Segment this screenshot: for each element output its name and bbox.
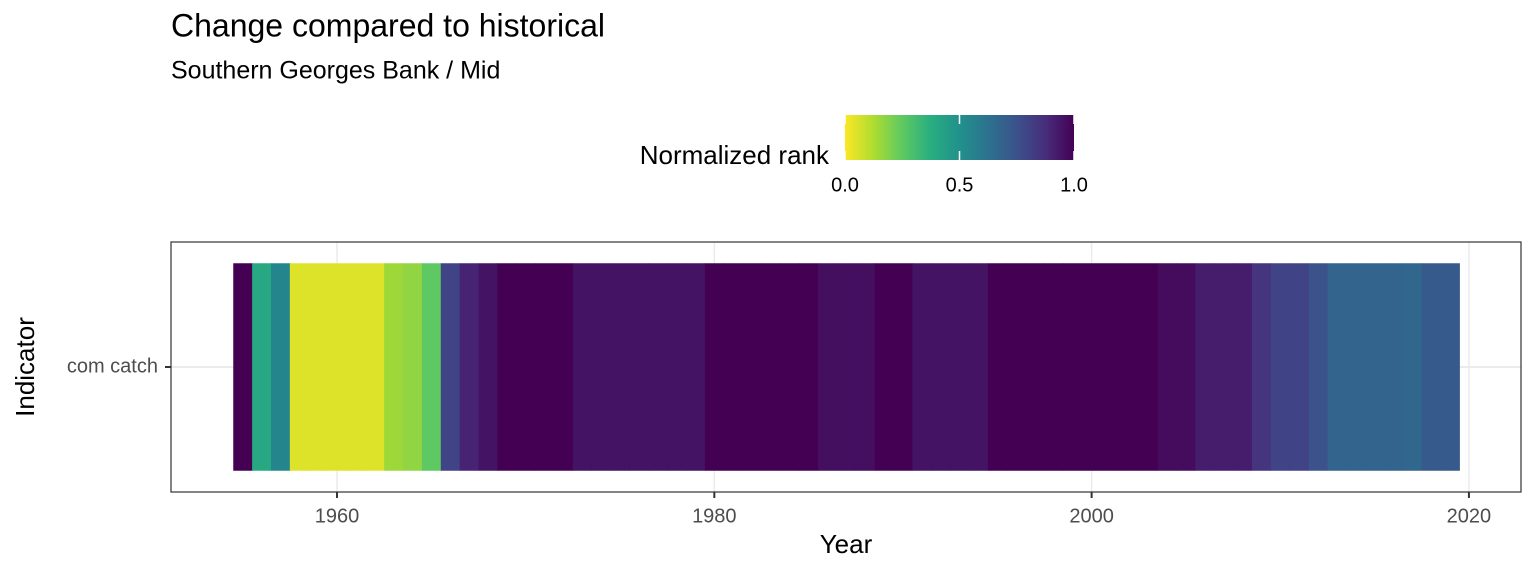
heat-tile xyxy=(723,263,744,471)
heat-tile xyxy=(1402,263,1423,471)
heat-tile xyxy=(761,263,781,471)
heat-tile xyxy=(1308,263,1328,471)
heat-tile xyxy=(1440,263,1460,471)
heat-tile xyxy=(1006,263,1026,471)
heat-tile xyxy=(289,263,310,471)
heat-tile xyxy=(1044,263,1064,471)
chart-title: Change compared to historical xyxy=(171,7,605,43)
heat-tile xyxy=(1270,263,1291,471)
heat-tile xyxy=(1063,263,1083,471)
heat-tile xyxy=(1384,263,1404,471)
heat-tile xyxy=(1195,263,1215,471)
heat-tile xyxy=(1157,263,1177,471)
heat-tile xyxy=(799,263,819,471)
heat-tile xyxy=(1327,263,1347,471)
heat-tile xyxy=(987,263,1008,471)
heat-tile xyxy=(346,263,366,471)
heat-tile xyxy=(591,263,611,471)
heat-tile xyxy=(478,263,498,471)
heat-tile xyxy=(629,263,649,471)
colorbar-tick-label: 1.0 xyxy=(1060,174,1088,196)
heat-tile xyxy=(233,263,253,471)
heat-tile xyxy=(931,263,951,471)
heat-tile xyxy=(704,263,725,471)
y-axis-label: Indicator xyxy=(10,317,40,417)
x-tick-label: 2020 xyxy=(1447,505,1492,527)
x-axis-label: Year xyxy=(820,529,873,559)
heat-tile xyxy=(610,263,630,471)
x-tick-label: 1960 xyxy=(315,505,360,527)
heat-tile xyxy=(327,263,347,471)
heat-tile xyxy=(648,263,668,471)
heat-tile xyxy=(459,263,479,471)
colorbar-tick-label: 0.0 xyxy=(831,174,859,196)
heat-tile xyxy=(1214,263,1234,471)
heat-tile xyxy=(516,263,536,471)
heat-tile xyxy=(1251,263,1272,471)
y-tick-label: com catch xyxy=(67,355,158,377)
heat-tile xyxy=(855,263,876,471)
heat-tile xyxy=(1289,263,1309,471)
heat-tile xyxy=(1233,263,1253,471)
heat-tile xyxy=(874,263,894,471)
heat-tile xyxy=(497,263,517,471)
heat-tile xyxy=(836,263,857,471)
heat-tile xyxy=(572,263,593,471)
panel-border xyxy=(170,241,1522,493)
heat-tile xyxy=(969,263,989,471)
heat-tile xyxy=(912,263,932,471)
heat-tile xyxy=(742,263,762,471)
heat-tile xyxy=(950,263,970,471)
heat-tile xyxy=(1346,263,1366,471)
heat-tile xyxy=(780,263,800,471)
heat-tile xyxy=(1119,263,1140,471)
heat-tile xyxy=(252,263,272,471)
heat-tile xyxy=(270,263,291,471)
x-tick-label: 1980 xyxy=(692,505,737,527)
heat-tile xyxy=(308,263,328,471)
x-tick-label: 2000 xyxy=(1069,505,1114,527)
legend-title: Normalized rank xyxy=(640,140,830,170)
heat-tile xyxy=(667,263,687,471)
heat-tile xyxy=(1421,263,1442,471)
colorbar-tick-label: 0.5 xyxy=(946,174,974,196)
heat-tile xyxy=(1082,263,1102,471)
heat-tile xyxy=(893,263,913,471)
heat-tile xyxy=(553,263,574,471)
heat-tile xyxy=(1138,263,1159,471)
heat-tile xyxy=(384,263,404,471)
heat-tile xyxy=(421,263,442,471)
heat-tile xyxy=(1176,263,1196,471)
chart-subtitle: Southern Georges Bank / Mid xyxy=(171,57,500,85)
heat-tile xyxy=(535,263,555,471)
heat-tile xyxy=(1365,263,1385,471)
heat-tile xyxy=(1025,263,1045,471)
heat-tile xyxy=(818,263,838,471)
heat-tile xyxy=(686,263,706,471)
heat-tile xyxy=(440,263,461,471)
heat-tile xyxy=(365,263,385,471)
heat-tile xyxy=(403,263,423,471)
heat-tile xyxy=(1101,263,1121,471)
